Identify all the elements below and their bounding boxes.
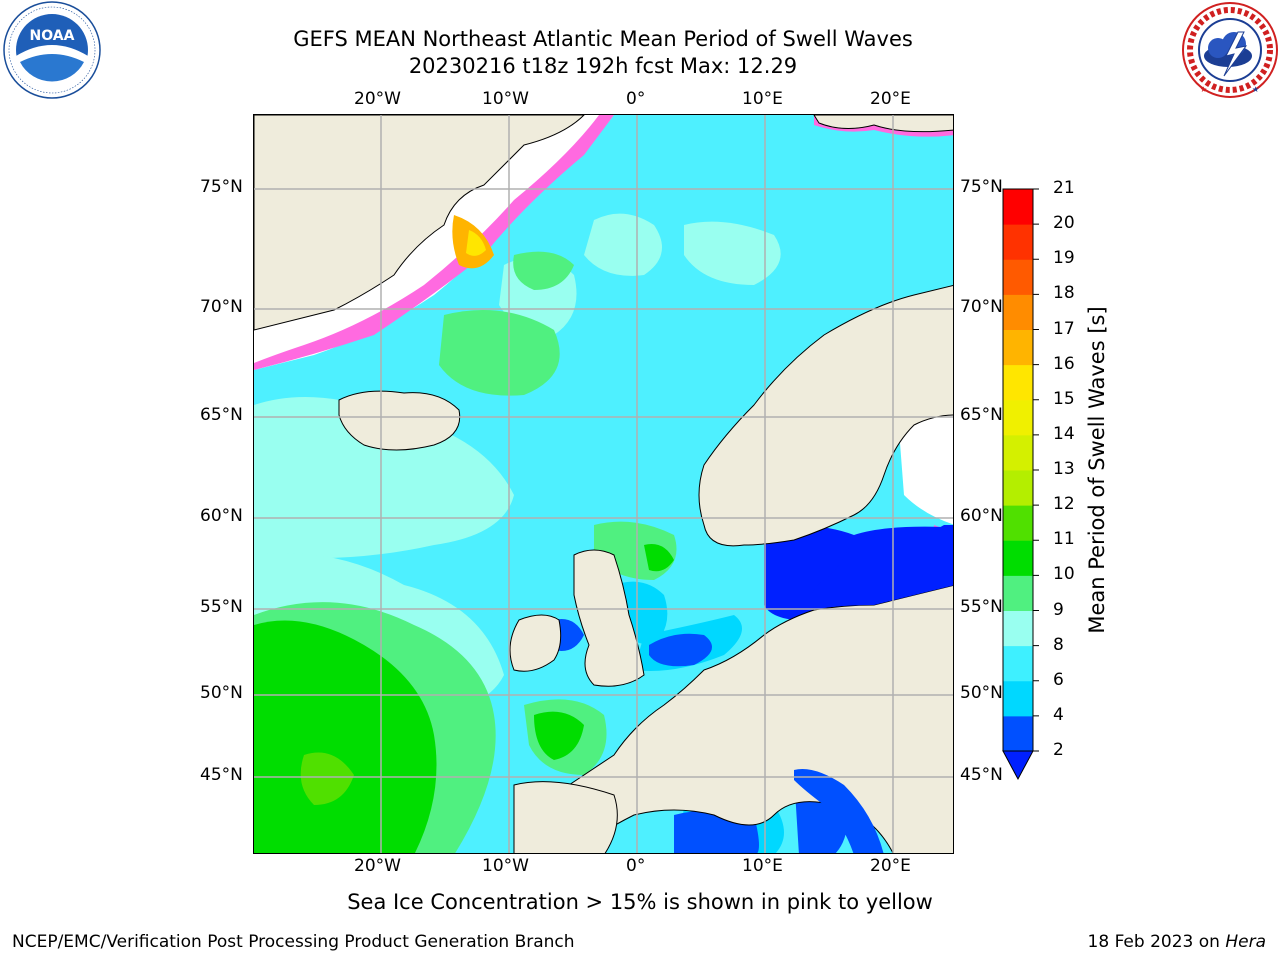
lat-tick-left: 65°N (200, 405, 243, 425)
colorbar-tick-label: 11 (1053, 529, 1075, 550)
colorbar-segment (1003, 189, 1033, 225)
lat-tick-right: 65°N (960, 405, 1003, 425)
lat-tick-left: 60°N (200, 506, 243, 526)
lon-tick-top: 20°W (354, 89, 401, 109)
colorbar-tick-label: 16 (1053, 353, 1075, 374)
lon-tick-bottom: 10°E (742, 856, 783, 876)
footer-date-text: 18 Feb 2023 on (1087, 932, 1226, 952)
colorbar-segment (1003, 294, 1033, 330)
lat-tick-right: 50°N (960, 683, 1003, 703)
lat-tick-left: 55°N (200, 597, 243, 617)
colorbar-tick-label: 14 (1053, 423, 1075, 444)
colorbar-tick-label: 10 (1053, 564, 1075, 585)
colorbar-segment (1003, 505, 1033, 541)
lat-tick-left: 45°N (200, 765, 243, 785)
colorbar-segment (1003, 610, 1033, 647)
colorbar-tick-label: 17 (1053, 318, 1075, 339)
colorbar-tick-label: 8 (1053, 634, 1064, 655)
lon-tick-bottom: 20°E (870, 856, 911, 876)
colorbar-tick-label: 6 (1053, 669, 1064, 690)
lat-tick-left: 70°N (200, 297, 243, 317)
nws-logo: ★ ★ (1180, 0, 1280, 100)
colorbar-segment (1003, 645, 1033, 682)
sea-ice-note: Sea Ice Concentration > 15% is shown in … (347, 890, 933, 914)
colorbar-segment (1003, 680, 1033, 717)
colorbar-tick-label: 9 (1053, 599, 1064, 620)
colorbar-segment (1003, 715, 1033, 752)
colorbar-segment (1003, 364, 1033, 401)
colorbar-tick-label: 15 (1053, 388, 1075, 409)
lon-tick-top: 10°W (482, 89, 529, 109)
lon-tick-bottom: 10°W (482, 856, 529, 876)
lon-tick-bottom: 0° (626, 856, 646, 876)
colorbar-tick-label: 4 (1053, 704, 1064, 725)
svg-text:★: ★ (1252, 85, 1259, 94)
colorbar-segment (1003, 399, 1033, 436)
colorbar-tick-label: 13 (1053, 459, 1075, 479)
map-panel (253, 114, 954, 854)
lat-tick-right: 60°N (960, 506, 1003, 526)
lon-tick-top: 10°E (742, 89, 783, 109)
lon-tick-bottom: 20°W (354, 856, 401, 876)
map-subtitle: 20230216 t18z 192h fcst Max: 12.29 (408, 54, 798, 78)
colorbar-tick-label: 18 (1053, 283, 1075, 304)
lat-tick-right: 70°N (960, 297, 1003, 317)
colorbar-segment (1003, 259, 1033, 295)
colorbar-segment (1003, 470, 1033, 506)
map-canvas (254, 115, 953, 853)
colorbar-segment (1003, 434, 1033, 471)
lat-tick-right: 55°N (960, 597, 1003, 617)
colorbar-segment (1003, 224, 1033, 260)
lat-tick-left: 50°N (200, 683, 243, 703)
colorbar-segment (1003, 329, 1033, 366)
lon-tick-top: 20°E (870, 89, 911, 109)
lat-tick-right: 45°N (960, 765, 1003, 785)
colorbar-tick-label: 19 (1053, 248, 1075, 269)
lat-tick-right: 75°N (960, 177, 1003, 197)
footer-host: Hera (1225, 932, 1266, 952)
colorbar-tick-label: 12 (1053, 494, 1075, 515)
noaa-logo-text: NOAA (30, 28, 75, 44)
svg-text:★: ★ (1200, 85, 1207, 94)
noaa-logo: NOAA (2, 0, 102, 100)
colorbar-segment (1003, 575, 1033, 611)
colorbar-tick-label: 21 (1053, 178, 1075, 198)
colorbar-extend (1002, 750, 1034, 781)
map-title: GEFS MEAN Northeast Atlantic Mean Period… (293, 27, 913, 51)
footer-date: 18 Feb 2023 on Hera (1088, 932, 1266, 952)
colorbar-tick-label: 2 (1053, 740, 1064, 760)
footer-credit: NCEP/EMC/Verification Post Processing Pr… (12, 932, 575, 952)
colorbar-title: Mean Period of Swell Waves [s] (1085, 306, 1109, 634)
lon-tick-top: 0° (626, 89, 646, 109)
colorbar-tick-label: 20 (1053, 213, 1075, 234)
colorbar (1002, 188, 1039, 781)
lat-tick-left: 75°N (200, 177, 243, 197)
colorbar-segment (1003, 540, 1033, 576)
